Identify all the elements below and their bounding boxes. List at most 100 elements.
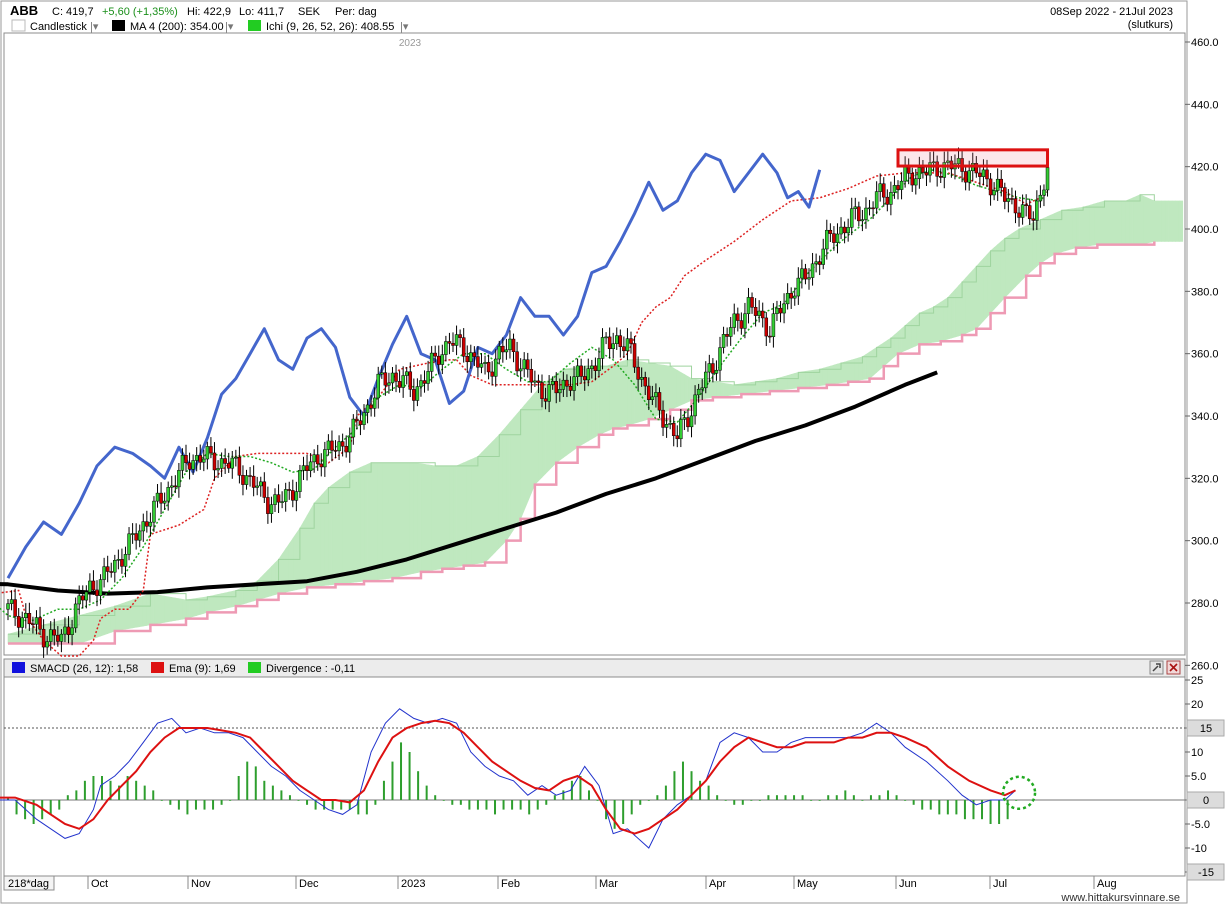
cloud-segment xyxy=(1008,233,1013,295)
senkou-span-b-line xyxy=(8,241,1156,645)
candle-body xyxy=(682,417,687,420)
cloud-segment xyxy=(840,361,845,384)
settings-icon[interactable] xyxy=(1149,660,1164,675)
candle-body xyxy=(743,313,747,329)
cloud-segment xyxy=(456,463,461,567)
close-icon[interactable] xyxy=(1166,660,1181,675)
divergence-bar xyxy=(212,800,215,810)
candle-body xyxy=(1035,200,1039,221)
candle-body xyxy=(914,178,918,186)
divergence-bar xyxy=(391,761,394,800)
cloud-segment xyxy=(100,608,105,637)
cloud-segment xyxy=(527,396,532,502)
candle-body xyxy=(821,248,825,265)
cloud-segment xyxy=(993,243,998,311)
candle-body xyxy=(693,394,697,417)
cloud-segment xyxy=(310,502,315,588)
cloud-segment xyxy=(139,595,144,628)
candle-body xyxy=(13,599,17,617)
legend-candlestick[interactable]: Candlestick |▾ xyxy=(11,19,99,33)
cloud-segment xyxy=(1032,220,1038,271)
cloud-segment xyxy=(926,308,931,344)
ema-line xyxy=(0,719,1016,835)
divergence-bar xyxy=(1015,800,1018,801)
cloud-segment xyxy=(1061,209,1066,253)
legend-ma[interactable]: MA 4 (200): 354.00 |▾ xyxy=(112,20,234,33)
candle-body xyxy=(34,617,39,625)
candle-body xyxy=(967,170,971,183)
cloud-segment xyxy=(1079,206,1084,248)
cloud-segment xyxy=(164,595,169,623)
candle-body xyxy=(237,456,242,476)
candle-body xyxy=(376,373,380,399)
cloud-segment xyxy=(142,594,148,627)
legend-ichi[interactable]: Ichi (9, 26, 52, 26): 408.55 |▾ xyxy=(248,20,409,33)
cloud-segment xyxy=(605,364,610,433)
divergence-bar xyxy=(690,771,693,800)
cloud-segment xyxy=(769,378,774,392)
cloud-segment xyxy=(1025,223,1031,277)
divergence-bar xyxy=(647,800,650,801)
candle-body xyxy=(789,293,793,299)
divergence-bar xyxy=(767,795,770,800)
candle-body xyxy=(155,492,160,502)
candle-body xyxy=(380,372,384,375)
cloud-segment xyxy=(1004,235,1009,299)
candle-body xyxy=(661,409,665,428)
candle-body xyxy=(892,185,897,193)
cloud-segment xyxy=(876,344,881,374)
candle-body xyxy=(657,392,662,411)
x-tick-label: Mar xyxy=(599,878,618,890)
cloud-segment xyxy=(285,542,290,593)
candle-body xyxy=(120,559,124,567)
dropdown-icon[interactable]: |▾ xyxy=(225,21,234,33)
x-tick-label: Jun xyxy=(899,878,917,890)
candle-body xyxy=(810,263,815,278)
candle-body xyxy=(736,313,740,321)
candle-body xyxy=(995,178,1000,191)
candle-body xyxy=(529,368,534,383)
candle-body xyxy=(572,376,576,391)
divergence-bar xyxy=(306,800,309,805)
divergence-bar xyxy=(562,790,565,800)
cloud-segment xyxy=(1178,200,1184,242)
cloud-segment xyxy=(716,381,721,398)
candle-body xyxy=(554,381,558,394)
cloud-segment xyxy=(509,417,514,537)
cloud-segment xyxy=(381,462,386,580)
candle-body xyxy=(1024,204,1028,206)
divergence-bar xyxy=(374,800,377,805)
divergence-bar xyxy=(365,800,368,815)
divergence-bar xyxy=(408,752,411,800)
candle-body xyxy=(162,500,167,504)
y-tick-label: 300.0 xyxy=(1191,536,1219,548)
candle-body xyxy=(483,362,487,364)
dropdown-icon[interactable]: |▾ xyxy=(90,21,99,33)
candle-body xyxy=(187,462,192,470)
divergence-bar xyxy=(502,800,505,810)
candle-body xyxy=(607,336,612,350)
candle-body xyxy=(760,310,765,319)
cloud-segment xyxy=(1036,219,1041,268)
divergence-bar xyxy=(536,800,539,810)
candle-body xyxy=(419,380,423,387)
cloud-segment xyxy=(445,465,450,569)
cloud-segment xyxy=(207,595,212,613)
candle-body xyxy=(522,359,526,370)
tenkan-line xyxy=(0,169,1049,623)
cloud-segment xyxy=(890,334,895,361)
candle-body xyxy=(882,183,886,198)
candle-body xyxy=(330,440,334,451)
candle-body xyxy=(550,381,555,385)
candle-body xyxy=(568,385,573,391)
y-tick-label: 380.0 xyxy=(1191,286,1219,298)
candle-body xyxy=(725,334,729,337)
candle-body xyxy=(198,455,202,463)
dropdown-icon[interactable]: |▾ xyxy=(400,21,409,33)
cloud-segment xyxy=(1107,200,1112,245)
cloud-segment xyxy=(940,299,945,342)
candle-body xyxy=(472,352,477,357)
cloud-segment xyxy=(110,605,116,633)
candle-body xyxy=(508,338,512,351)
cloud-segment xyxy=(1057,209,1063,254)
